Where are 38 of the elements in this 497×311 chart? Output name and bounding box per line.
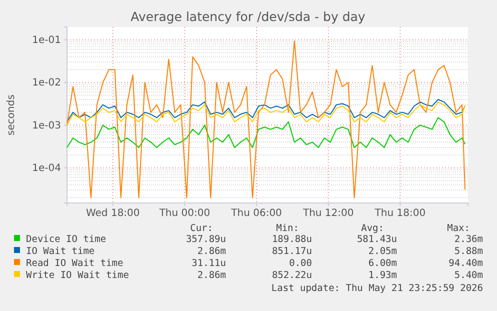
text: 189.88u [272, 234, 312, 245]
text: 2.86m [197, 270, 226, 281]
text: Cur: [190, 223, 213, 234]
legend-label: Read IO Wait time [26, 258, 124, 269]
line-series [66, 40, 466, 198]
text: 94.40m [448, 258, 484, 269]
text: 851.17u [272, 246, 312, 257]
text: 852.22u [272, 270, 312, 281]
text: 357.89u [186, 234, 226, 245]
x-tick-label: Thu 12:00 [302, 208, 354, 220]
text: 5.88m [454, 246, 484, 257]
text: Max: [447, 223, 470, 234]
y-tick-label: 1e-01 [32, 35, 61, 46]
x-tick-label: Wed 18:00 [86, 208, 140, 220]
legend-label: IO Wait time [26, 246, 95, 257]
text: 5.40m [454, 270, 484, 281]
text: 1.93m [368, 270, 398, 281]
y-tick-label: 1e-04 [32, 163, 61, 174]
text: 0.00 [289, 258, 312, 269]
text: 2.86m [197, 246, 226, 257]
text: Avg: [361, 223, 384, 234]
text: 2.05m [368, 246, 398, 257]
x-tick-label: Thu 06:00 [230, 208, 282, 220]
x-tick-label: Thu 00:00 [158, 208, 210, 220]
text: Last update: Thu May 21 23:25:59 2026 [271, 283, 484, 294]
line-series [66, 117, 466, 148]
text: 581.43u [356, 234, 397, 245]
y-axis-title: seconds [6, 94, 17, 136]
text: Min: [276, 223, 299, 234]
legend-label: Write IO Wait time [26, 270, 130, 281]
text: 31.11u [192, 258, 226, 269]
y-tick-label: 1e-02 [32, 78, 61, 89]
y-tick-label: 1e-03 [32, 120, 61, 132]
chart-title: Average latency for /dev/sda - by day [130, 9, 366, 24]
legend-label: Device IO time [26, 234, 106, 245]
x-tick-label: Thu 18:00 [374, 208, 426, 220]
text: 6.00m [368, 258, 398, 269]
text: 2.36m [454, 234, 484, 245]
